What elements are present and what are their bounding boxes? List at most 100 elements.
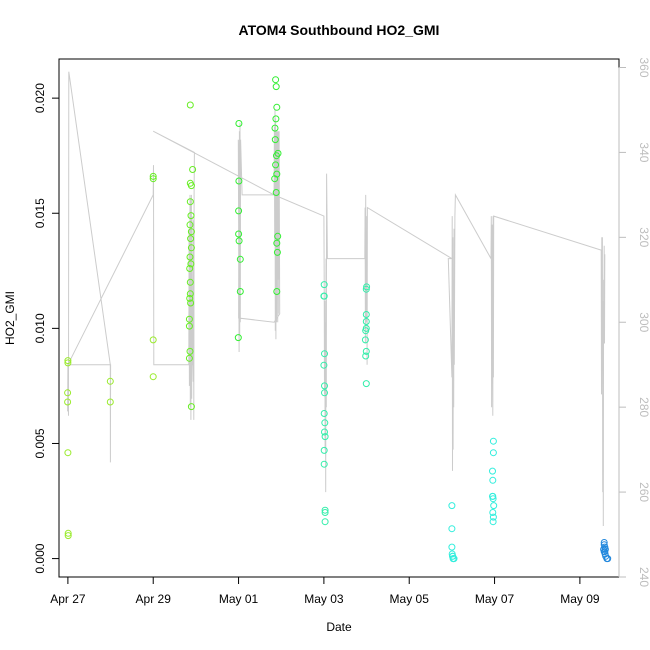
data-point bbox=[187, 244, 195, 252]
data-point bbox=[149, 373, 157, 381]
data-point bbox=[149, 172, 157, 180]
x-tick-label: May 09 bbox=[560, 592, 600, 606]
data-point bbox=[273, 239, 281, 247]
data-point bbox=[321, 389, 328, 397]
data-point bbox=[235, 237, 243, 245]
data-point bbox=[185, 322, 193, 330]
data-point bbox=[187, 403, 195, 411]
data-point bbox=[600, 539, 608, 546]
data-point bbox=[272, 189, 280, 196]
data-point bbox=[320, 460, 328, 468]
data-point bbox=[448, 502, 456, 510]
data-point bbox=[489, 518, 497, 526]
data-point bbox=[320, 410, 328, 417]
data-point bbox=[448, 543, 456, 551]
data-point bbox=[273, 103, 281, 111]
data-point bbox=[271, 136, 279, 144]
data-point bbox=[64, 359, 72, 367]
data-point bbox=[186, 347, 194, 355]
data-point bbox=[234, 334, 242, 342]
y-right-tick-label: 300 bbox=[637, 312, 650, 332]
x-tick-label: May 05 bbox=[390, 592, 430, 606]
altitude-line-layer bbox=[67, 71, 606, 527]
data-point bbox=[321, 518, 329, 526]
chart-title: ATOM4 Southbound HO2_GMI bbox=[239, 22, 440, 38]
data-point bbox=[274, 232, 282, 240]
data-point bbox=[185, 315, 193, 323]
data-point bbox=[186, 278, 194, 286]
y-tick-label: 0.005 bbox=[33, 428, 47, 458]
data-point bbox=[450, 555, 458, 563]
y-right-tick-label: 280 bbox=[637, 397, 650, 417]
data-point bbox=[272, 83, 280, 91]
plot-frame bbox=[58, 58, 620, 578]
data-point bbox=[272, 161, 280, 169]
y-axis-left: 0.000 0.005 0.010 0.015 0.020 bbox=[33, 83, 60, 574]
data-point bbox=[274, 149, 282, 157]
x-axis-label: Date bbox=[326, 620, 352, 634]
data-point bbox=[321, 350, 328, 358]
y-tick-label: 0.015 bbox=[33, 198, 47, 228]
data-point bbox=[236, 288, 244, 295]
data-point bbox=[271, 175, 279, 183]
points-layer bbox=[64, 76, 612, 563]
y-axis-label: HO2_GMI bbox=[3, 291, 17, 345]
data-point bbox=[64, 389, 72, 397]
data-point bbox=[489, 476, 497, 484]
data-point bbox=[362, 318, 370, 325]
data-point bbox=[363, 283, 371, 291]
data-point bbox=[321, 509, 329, 516]
data-point bbox=[489, 495, 497, 503]
y-right-tick-label: 260 bbox=[637, 482, 650, 502]
data-point bbox=[362, 311, 370, 318]
data-point bbox=[187, 299, 195, 307]
data-point bbox=[273, 248, 281, 256]
x-axis: Apr 27 Apr 29 May 01 May 03 May 05 May 07 May … bbox=[50, 576, 600, 606]
data-point bbox=[271, 124, 279, 132]
data-point bbox=[186, 198, 194, 206]
data-point bbox=[272, 76, 280, 84]
data-point bbox=[64, 532, 72, 540]
data-point bbox=[489, 437, 497, 445]
data-point bbox=[64, 398, 72, 406]
data-point bbox=[149, 175, 157, 183]
data-point bbox=[489, 467, 496, 475]
data-point bbox=[187, 182, 195, 190]
y-right-tick-label: 360 bbox=[637, 57, 650, 77]
data-point bbox=[604, 555, 612, 563]
data-point bbox=[320, 292, 328, 300]
data-point bbox=[321, 419, 329, 427]
data-point bbox=[320, 446, 328, 454]
data-point bbox=[235, 230, 243, 238]
data-point bbox=[235, 177, 243, 185]
y-right-tick-label: 240 bbox=[637, 567, 650, 587]
data-point bbox=[149, 336, 157, 344]
data-point bbox=[235, 120, 243, 127]
x-tick-label: May 01 bbox=[219, 592, 259, 606]
data-point bbox=[321, 433, 329, 441]
x-tick-label: May 03 bbox=[304, 592, 344, 606]
data-point bbox=[272, 115, 280, 123]
data-point bbox=[321, 428, 328, 436]
data-point bbox=[489, 513, 497, 521]
y-axis-right: 240 260 280 300 320 340 360 bbox=[618, 57, 650, 587]
x-tick-label: Apr 27 bbox=[50, 592, 86, 606]
data-point bbox=[448, 525, 456, 533]
data-point bbox=[106, 398, 114, 406]
data-point bbox=[64, 357, 72, 365]
data-point bbox=[187, 260, 195, 268]
data-point bbox=[235, 207, 243, 215]
altitude-series-line bbox=[67, 71, 606, 527]
data-point bbox=[362, 352, 370, 360]
x-tick-label: Apr 29 bbox=[136, 592, 172, 606]
data-point bbox=[186, 101, 194, 109]
data-point bbox=[490, 502, 498, 510]
data-point bbox=[362, 285, 370, 293]
data-point bbox=[186, 265, 194, 272]
data-point bbox=[320, 361, 328, 369]
data-point bbox=[187, 235, 195, 243]
data-point bbox=[320, 281, 328, 289]
y-tick-label: 0.010 bbox=[33, 313, 47, 343]
data-point bbox=[236, 255, 244, 263]
